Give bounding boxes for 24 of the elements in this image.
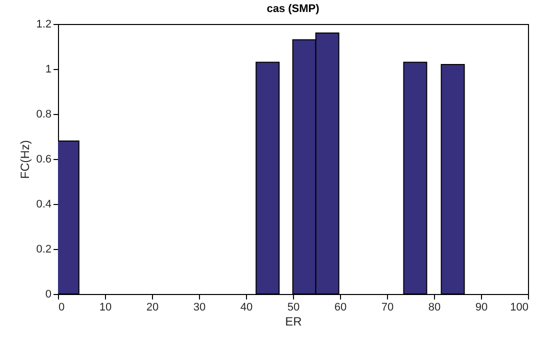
x-tick-label: 100 xyxy=(510,302,528,314)
x-tick-label: 20 xyxy=(146,302,159,314)
bar xyxy=(256,62,280,294)
bar xyxy=(403,62,428,294)
y-tick-label: 1.2 xyxy=(36,18,52,30)
y-tick-label: 0 xyxy=(45,288,52,300)
bar xyxy=(440,64,465,294)
x-tick-label: 40 xyxy=(240,302,253,314)
x-tick-label: 70 xyxy=(381,302,394,314)
y-tick-label: 0.4 xyxy=(36,198,52,210)
x-tick-label: 60 xyxy=(334,302,347,314)
x-axis-title: ER xyxy=(285,314,302,328)
x-tick-label: 0 xyxy=(58,302,65,314)
chart-title: cas (SMP) xyxy=(266,3,320,15)
y-tick-label: 1 xyxy=(45,64,52,76)
y-axis-title: FC(Hz) xyxy=(18,140,32,179)
x-tick-label: 80 xyxy=(428,302,441,314)
x-tick-label: 50 xyxy=(287,302,300,314)
x-tick-label: 90 xyxy=(475,302,488,314)
y-tick-label: 0.2 xyxy=(36,244,52,256)
x-tick-label: 30 xyxy=(193,302,206,314)
y-tick-label: 0.8 xyxy=(36,108,52,120)
x-tick-label: 10 xyxy=(99,302,112,314)
y-tick-label: 0.6 xyxy=(36,154,52,166)
